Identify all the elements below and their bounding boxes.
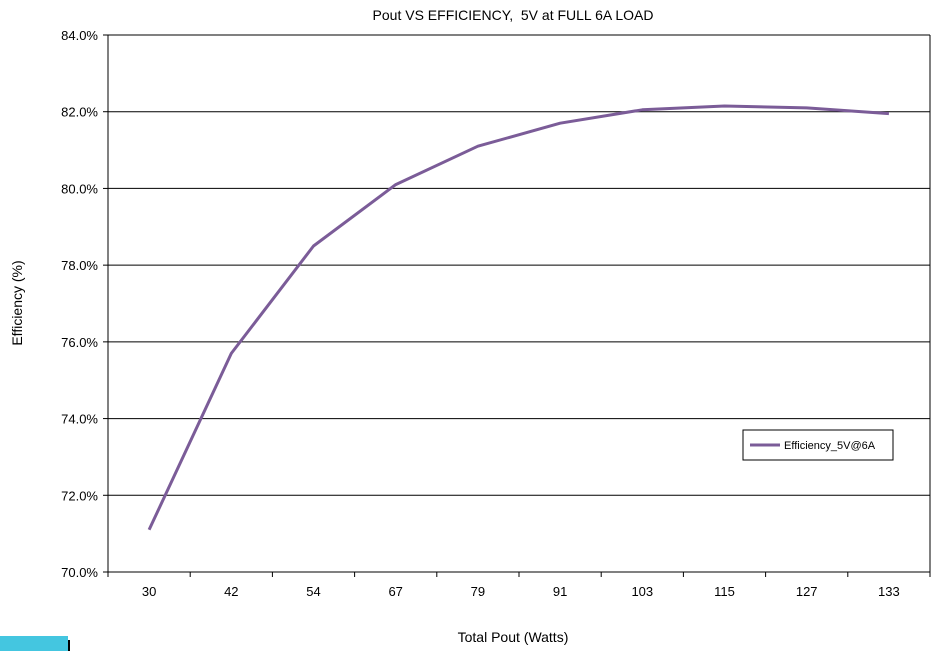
y-tick-label: 76.0% — [61, 335, 98, 350]
y-tick-label: 72.0% — [61, 488, 98, 503]
x-tick-label: 91 — [553, 584, 567, 599]
x-tick-label: 54 — [306, 584, 320, 599]
y-tick-label: 80.0% — [61, 181, 98, 196]
x-axis-ticks: 30 42 54 67 79 91 103 115 127 133 — [107, 572, 931, 599]
x-tick-label: 133 — [878, 584, 900, 599]
y-tick-label: 84.0% — [61, 28, 98, 43]
series-lines — [147, 104, 890, 531]
chart-title: Pout VS EFFICIENCY, 5V at FULL 6A LOAD — [373, 7, 654, 23]
x-tick-label: 42 — [224, 584, 238, 599]
legend: Efficiency_5V@6A — [742, 429, 894, 461]
y-tick-label: 74.0% — [61, 412, 98, 427]
x-tick-label: 115 — [714, 584, 735, 599]
x-tick-label: 30 — [142, 584, 156, 599]
x-tick-label: 67 — [388, 584, 402, 599]
y-tick-label: 82.0% — [61, 105, 98, 120]
y-axis-ticks: 70.0% 72.0% 74.0% 76.0% 78.0% 80.0% 82.0% 84.0% — [61, 28, 108, 580]
x-tick-label: 103 — [631, 584, 653, 599]
x-tick-label: 127 — [796, 584, 818, 599]
series-line — [147, 104, 890, 531]
gridlines — [108, 34, 930, 496]
x-tick-label: 79 — [471, 584, 485, 599]
corner-color-swatch — [0, 636, 68, 651]
legend-label: Efficiency_5V@6A — [784, 440, 876, 452]
y-tick-label: 70.0% — [61, 565, 98, 580]
y-tick-label: 78.0% — [61, 258, 98, 273]
y-axis-label: Efficiency (%) — [9, 260, 25, 345]
x-axis-label: Total Pout (Watts) — [458, 629, 569, 645]
